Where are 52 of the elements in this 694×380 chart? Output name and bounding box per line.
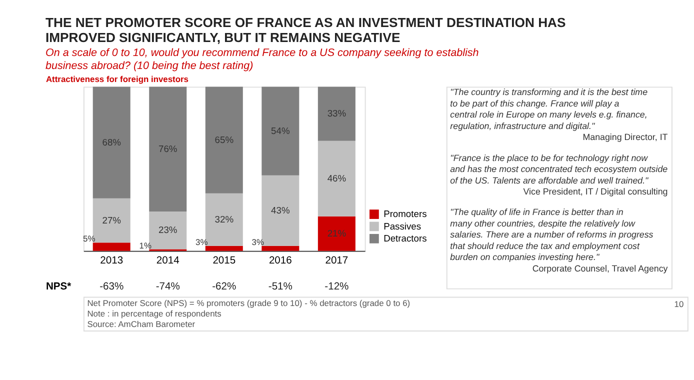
chart-subtitle: On a scale of 0 to 10, would you recommend France to a US company seeking to establish business abroad? (10 being the best rating) bbox=[45, 47, 479, 72]
text: "The quality of life in France is better than in many other countries, despite the relatively low salaries. There are a number of reforms in progress that should reduce the tax and employment cost burden on companies investing here." bbox=[450, 207, 654, 262]
data-label: 5% bbox=[82, 234, 96, 244]
source-note: Source: AmCham Barometer bbox=[87, 319, 196, 330]
text: -74% bbox=[156, 281, 180, 292]
bar bbox=[205, 246, 243, 251]
data-label: 1% bbox=[139, 240, 152, 250]
data-label: 54% bbox=[271, 126, 290, 136]
x-tick-label: 2013 bbox=[100, 256, 124, 266]
legend-label: Promoters bbox=[384, 209, 428, 220]
data-label: 68% bbox=[102, 137, 121, 148]
bar bbox=[262, 86, 300, 176]
x-tick-label: 2014 bbox=[156, 256, 180, 266]
text: "France is the place to be for technology right now and has the most concentrated tech ecosystem outside of the US. Talents are affordable and well trained." bbox=[450, 152, 668, 186]
data-label: 46% bbox=[327, 173, 346, 184]
data-label: 3% bbox=[252, 236, 264, 247]
x-tick-label: 2015 bbox=[212, 256, 236, 266]
text: -51% bbox=[268, 281, 292, 292]
text: Managing Director, IT bbox=[582, 132, 668, 142]
data-label: 21% bbox=[327, 228, 346, 238]
x-tick-label: 2016 bbox=[268, 256, 292, 266]
data-label: 76% bbox=[158, 144, 178, 154]
text: Attractiveness for foreign investors bbox=[46, 74, 189, 84]
text: Note : in percentage of respondents bbox=[87, 308, 222, 318]
text: NPS* bbox=[46, 281, 72, 292]
chart-title: THE NET PROMOTER SCORE OF FRANCE AS AN INVESTMENT DESTINATION HAS IMPROVED SIGNIFICANTLY, BUT IT REMAINS NEGATIVE bbox=[45, 15, 566, 46]
text: Corporate Counsel, Travel Agency bbox=[532, 263, 668, 274]
bar bbox=[262, 246, 300, 251]
data-label: 65% bbox=[214, 134, 234, 145]
text: -12% bbox=[324, 281, 349, 292]
data-label: 32% bbox=[214, 214, 234, 224]
bar bbox=[318, 216, 356, 251]
legend-label: Detractors bbox=[384, 233, 428, 244]
x-tick-label: 2017 bbox=[325, 256, 348, 266]
data-label: 3% bbox=[196, 236, 208, 247]
text: -62% bbox=[212, 281, 236, 292]
bar bbox=[318, 86, 356, 141]
data-label: 27% bbox=[102, 215, 121, 226]
text: 10 bbox=[674, 299, 684, 310]
bar bbox=[318, 140, 356, 216]
text: Vice President, IT / Digital consulting bbox=[523, 186, 668, 197]
text: "The country is transforming and it is the best time to be part of this change. France will play a central role in Europe on many levels e.g. finance, regulation, infrastructure and digital." bbox=[450, 87, 648, 131]
text: -63% bbox=[100, 281, 124, 292]
legend-label: Passives bbox=[384, 221, 422, 232]
bar bbox=[92, 86, 130, 198]
data-label: 43% bbox=[271, 205, 290, 216]
bar bbox=[92, 242, 130, 251]
bar bbox=[149, 86, 187, 212]
bar bbox=[205, 86, 243, 194]
data-label: 23% bbox=[158, 225, 178, 236]
text: Net Promoter Score (NPS) = % promoters (grade 9 to 10) - % detractors (grade 0 to 6) bbox=[87, 298, 410, 308]
data-label: 33% bbox=[327, 108, 346, 119]
